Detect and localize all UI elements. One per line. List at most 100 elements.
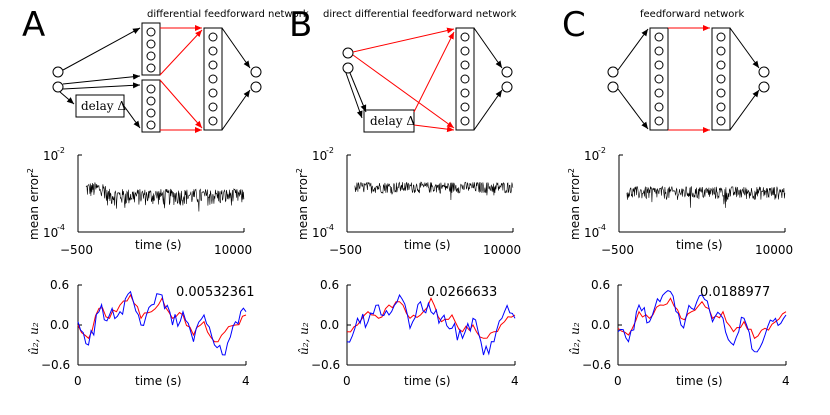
signal-ylabel-a: û₂, u₂ (27, 322, 41, 355)
signal-labels-a: 0.6 0.0 −0.6 0 4 time (s) 0.00532361 (41, 278, 255, 388)
mse-ylabel-a: mean error2 (26, 168, 41, 240)
hidden-layer-2 (711, 27, 731, 131)
x-axis-label: time (s) (404, 238, 451, 252)
x-tick-4: 4 (782, 374, 790, 388)
output-node (758, 66, 770, 78)
mse-axes (346, 154, 514, 233)
x-tick-max: 10000 (755, 243, 793, 257)
hidden-layer-top (141, 22, 161, 76)
network-diagram-a (52, 22, 262, 133)
x-tick-0: 0 (343, 374, 351, 388)
signal-labels-b: 0.6 0.0 −0.6 0 4 time (s) 0.0266633 (311, 278, 519, 388)
y-tick-neg0.6: −0.6 (41, 358, 70, 372)
output-node (250, 66, 262, 78)
y-tick-top-exp: -2 (598, 146, 606, 155)
mse-plots (77, 154, 786, 233)
y-tick-bottom-exp: -4 (326, 223, 334, 232)
x-tick-4: 4 (511, 374, 519, 388)
output-node (501, 81, 513, 93)
y-tick-0.6: 0.6 (50, 278, 69, 292)
error-value-c: 0.0188977 (700, 285, 770, 300)
delay-label-a: delay Δ (81, 99, 126, 113)
y-tick-0.0: 0.0 (50, 318, 69, 332)
x-axis-label: time (s) (135, 374, 182, 388)
delay-label-b: delay Δ (370, 114, 415, 128)
panel-letter-b: B (289, 5, 312, 45)
y-tick-top-exp: -2 (57, 146, 65, 155)
mse-axes (77, 154, 245, 233)
mse-labels-c: 10 -2 10 -4 −500 10000 time (s) (584, 146, 793, 257)
signal-axes (617, 284, 787, 366)
hidden-layer-b (455, 27, 475, 131)
x-tick-4: 4 (242, 374, 250, 388)
mse-labels-b: 10 -2 10 -4 −500 10000 time (s) (312, 146, 521, 257)
input-node (342, 47, 354, 59)
mse-trace (626, 185, 786, 208)
hidden-layer-2 (203, 27, 223, 131)
y-tick-top: 10 (43, 149, 58, 163)
y-tick-bottom: 10 (312, 226, 327, 240)
mse-labels-a: 10 -2 10 -4 −500 10000 time (s) (43, 146, 252, 257)
y-tick-neg0.6: −0.6 (582, 358, 611, 372)
target-series-line (346, 297, 516, 339)
input-node (607, 66, 619, 78)
x-tick-max: 10000 (483, 243, 521, 257)
x-tick-0: 0 (614, 374, 622, 388)
y-tick-bottom: 10 (43, 226, 58, 240)
y-tick-0.6: 0.6 (591, 278, 610, 292)
mse-ylabel-b: mean error2 (295, 168, 310, 240)
y-tick-0.0: 0.0 (591, 318, 610, 332)
target-series-line (77, 293, 247, 343)
delay-box-b (363, 109, 415, 133)
y-tick-bottom-exp: -4 (598, 223, 606, 232)
y-tick-neg0.6: −0.6 (311, 358, 340, 372)
error-value-a: 0.00532361 (176, 285, 255, 300)
output-series-line (346, 293, 516, 356)
x-axis-label: time (s) (676, 238, 723, 252)
x-tick-0: 0 (74, 374, 82, 388)
hidden-layer-bottom (141, 79, 161, 133)
signal-axes (346, 284, 516, 366)
output-node (501, 66, 513, 78)
network-title-b: direct differential feedforward network (323, 9, 517, 20)
signal-ylabel-c: û₂, u₂ (568, 322, 582, 355)
x-tick-min: −500 (601, 243, 634, 257)
network-title-a: differential feedforward network (147, 9, 309, 20)
output-series-line (617, 290, 787, 353)
x-tick-min: −500 (329, 243, 362, 257)
hidden-layer-1 (649, 27, 669, 131)
network-diagram-b (342, 27, 513, 133)
target-series-line (617, 297, 787, 340)
mse-trace (85, 182, 245, 212)
output-node (250, 81, 262, 93)
input-node (52, 81, 64, 93)
y-tick-top: 10 (312, 149, 327, 163)
x-axis-label: time (s) (676, 374, 723, 388)
panel-letter-a: A (22, 5, 45, 45)
mse-ylabel-c: mean error2 (567, 168, 582, 240)
y-tick-0.0: 0.0 (320, 318, 339, 332)
x-axis-label: time (s) (404, 374, 451, 388)
output-series-line (77, 290, 247, 356)
input-node (342, 62, 354, 74)
input-node (52, 66, 64, 78)
mse-trace (354, 181, 514, 201)
y-tick-bottom: 10 (584, 226, 599, 240)
network-title-c: feedforward network (640, 9, 745, 20)
signal-ylabel-b: û₂, u₂ (297, 322, 311, 355)
output-node (758, 81, 770, 93)
network-diagram-c (607, 25, 770, 133)
y-tick-bottom-exp: -4 (57, 223, 65, 232)
error-value-b: 0.0266633 (427, 285, 497, 300)
signal-plots (77, 284, 787, 366)
y-tick-top: 10 (584, 149, 599, 163)
x-tick-max: 10000 (214, 243, 252, 257)
signal-labels-c: 0.6 0.0 −0.6 0 4 time (s) 0.0188977 (582, 278, 790, 388)
x-tick-min: −500 (60, 243, 93, 257)
y-tick-0.6: 0.6 (320, 278, 339, 292)
input-node (607, 81, 619, 93)
signal-axes (77, 284, 247, 366)
x-axis-label: time (s) (135, 238, 182, 252)
mse-axes (618, 154, 786, 233)
